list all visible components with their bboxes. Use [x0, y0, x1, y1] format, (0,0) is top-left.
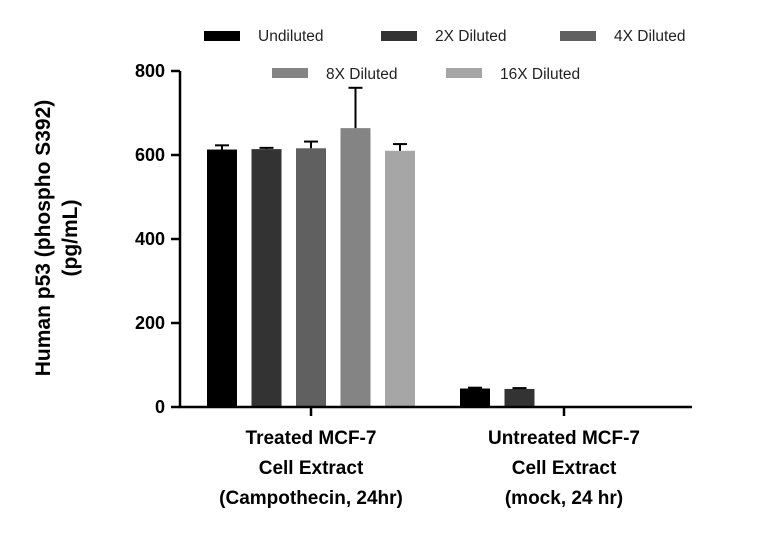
legend-label: 8X Diluted [326, 66, 398, 83]
category-label-2-line-3: (mock, 24 hr) [505, 488, 623, 509]
y-tick-label: 0 [155, 397, 165, 417]
legend-label: 4X Diluted [614, 28, 686, 45]
legend-label: 2X Diluted [435, 28, 507, 45]
y-axis-label-line-1: Human p53 (phospho S392) [32, 100, 55, 377]
bar-undiluted-group-1 [207, 149, 237, 408]
legend: Undiluted 2X Diluted 4X Diluted 8X Diluted 1… [204, 28, 686, 83]
error-bars [215, 86, 527, 390]
legend-swatch [204, 31, 240, 41]
bar-undiluted-group-2 [460, 388, 490, 407]
legend-label: 16X Diluted [500, 66, 580, 83]
legend-label: Undiluted [258, 28, 324, 45]
category-label-2-line-2: Cell Extract [512, 458, 617, 479]
legend-swatch [381, 31, 417, 41]
category-label-1-line-2: Cell Extract [259, 458, 364, 479]
bar-8x-diluted-group-1 [340, 128, 371, 407]
category-label-1-line-3: (Campothecin, 24hr) [219, 488, 403, 509]
bar-16x-diluted-group-1 [385, 150, 415, 408]
legend-swatch [446, 68, 482, 78]
y-axis-label-line-2: (pg/mL) [59, 200, 82, 277]
y-tick-label: 200 [135, 313, 165, 333]
category-labels: Treated MCF-7 Cell Extract (Campothecin, 2… [219, 428, 640, 509]
category-label-2-line-1: Untreated MCF-7 [488, 428, 640, 449]
bars [207, 128, 535, 408]
bar-2x-diluted-group-2 [504, 388, 535, 407]
legend-swatch [272, 68, 308, 78]
category-label-1-line-1: Treated MCF-7 [246, 428, 377, 449]
bar-4x-diluted-group-1 [296, 148, 326, 407]
y-tick-label: 400 [135, 229, 165, 249]
legend-swatch [560, 31, 596, 41]
y-tick-label: 800 [135, 61, 165, 81]
bar-2x-diluted-group-1 [251, 149, 282, 407]
y-ticks: 0 200 400 600 800 [135, 61, 180, 417]
y-tick-label: 600 [135, 145, 165, 165]
